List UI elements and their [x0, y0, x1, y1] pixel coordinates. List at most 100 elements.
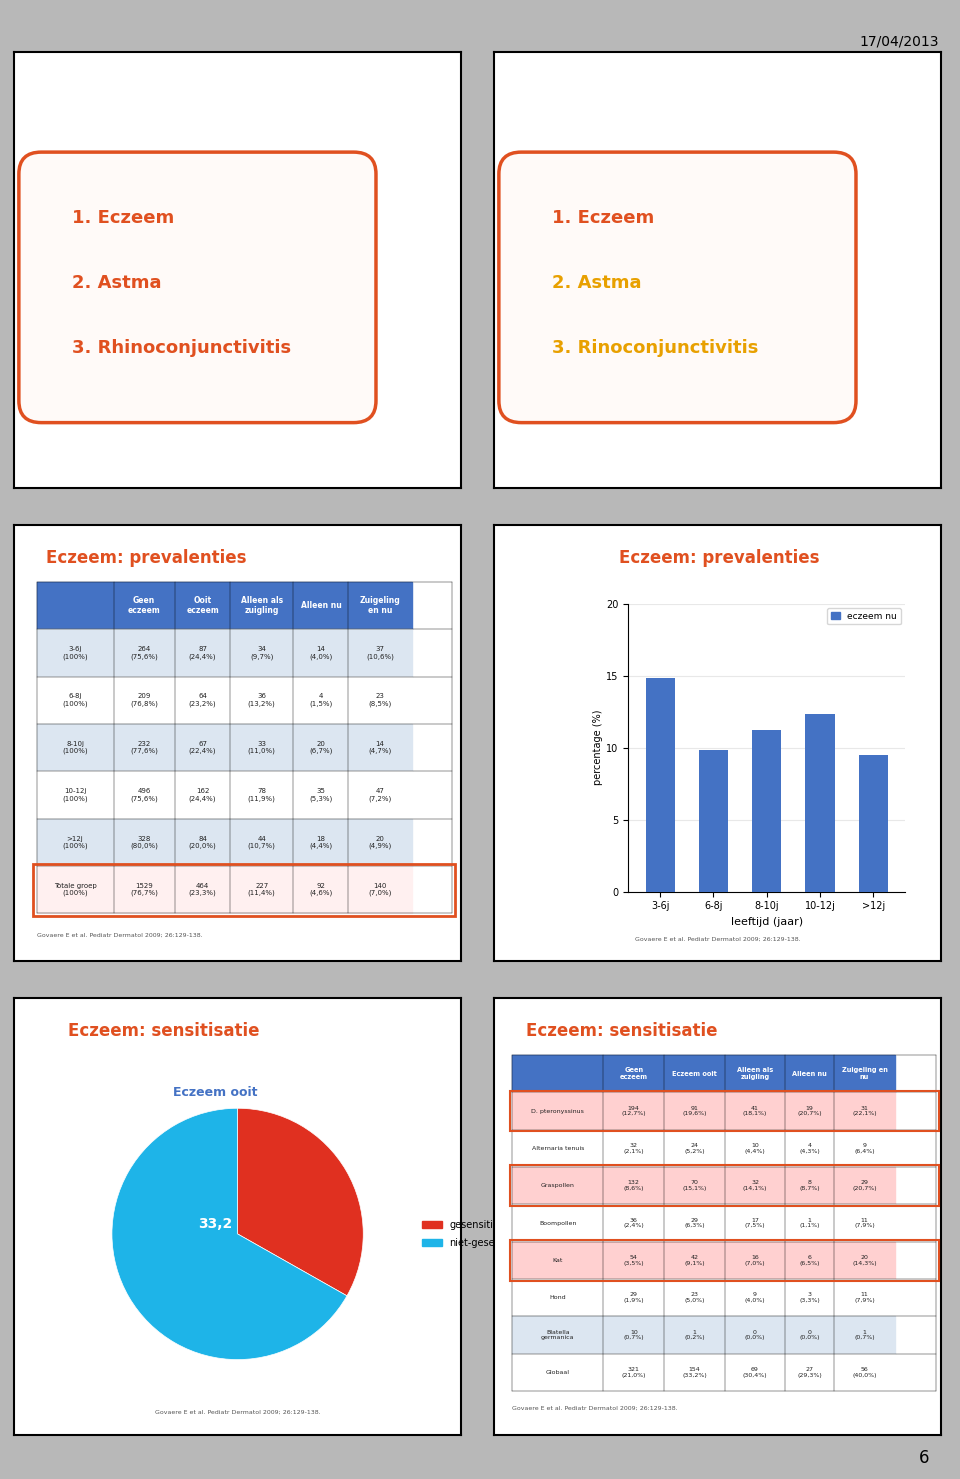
Text: 47
(7,2%): 47 (7,2%) [369, 788, 392, 802]
Text: Alternaria tenuis: Alternaria tenuis [532, 1146, 584, 1151]
Bar [664, 1130, 725, 1167]
Bar [725, 1279, 785, 1316]
Wedge shape [237, 1108, 363, 1296]
Text: 154
(33,2%): 154 (33,2%) [682, 1367, 707, 1378]
Text: 6-8j
(100%): 6-8j (100%) [62, 694, 88, 707]
Text: D. pteronyssinus: D. pteronyssinus [532, 1109, 585, 1114]
Bar [36, 581, 113, 629]
Text: 34
(9,7%): 34 (9,7%) [250, 646, 274, 660]
Text: 10-12j
(100%): 10-12j (100%) [62, 788, 88, 802]
Text: 0
(0,0%): 0 (0,0%) [745, 1330, 765, 1340]
Bar [664, 1279, 725, 1316]
Bar [113, 818, 175, 867]
Text: 6: 6 [919, 1449, 929, 1467]
Bar [513, 1353, 604, 1390]
Bar [664, 1316, 725, 1353]
Bar [785, 1055, 834, 1093]
Bar [785, 1242, 834, 1279]
Bar [604, 1130, 664, 1167]
Bar [664, 1167, 725, 1204]
Text: 27
(29,3%): 27 (29,3%) [798, 1367, 822, 1378]
Text: 32
(2,1%): 32 (2,1%) [623, 1143, 644, 1154]
Bar [175, 581, 230, 629]
Bar [348, 723, 412, 771]
Bar [348, 629, 412, 676]
Text: Geen
eczeem: Geen eczeem [128, 596, 160, 615]
Bar [785, 1093, 834, 1130]
Text: 35
(5,3%): 35 (5,3%) [309, 788, 332, 802]
Bar [510, 1239, 939, 1281]
Text: 3-6j
(100%): 3-6j (100%) [62, 646, 88, 660]
Bar [36, 771, 113, 818]
Text: 87
(24,4%): 87 (24,4%) [189, 646, 216, 660]
Text: 31
(22,1%): 31 (22,1%) [852, 1106, 876, 1117]
Text: 56
(40,0%): 56 (40,0%) [852, 1367, 876, 1378]
Bar [785, 1167, 834, 1204]
Text: 78
(11,9%): 78 (11,9%) [248, 788, 276, 802]
Text: 17
(7,5%): 17 (7,5%) [745, 1217, 765, 1229]
Text: Geen
eczeem: Geen eczeem [620, 1068, 648, 1080]
Bar [175, 818, 230, 867]
Text: Alleen nu: Alleen nu [300, 600, 341, 609]
Text: Alleen als
zuigling: Alleen als zuigling [241, 596, 283, 615]
Text: 11
(7,9%): 11 (7,9%) [854, 1217, 875, 1229]
Text: Globaal: Globaal [546, 1370, 570, 1375]
Text: 17/04/2013: 17/04/2013 [859, 34, 939, 47]
Text: 70
(15,1%): 70 (15,1%) [683, 1180, 707, 1191]
Bar [834, 1167, 895, 1204]
Text: 29
(20,7%): 29 (20,7%) [852, 1180, 876, 1191]
Text: Boompollen: Boompollen [540, 1220, 577, 1226]
Text: 9
(4,0%): 9 (4,0%) [745, 1293, 765, 1303]
Text: 1. Eczeem: 1. Eczeem [72, 209, 175, 226]
Bar [513, 1279, 604, 1316]
Text: 162
(24,4%): 162 (24,4%) [189, 788, 216, 802]
Bar [664, 1242, 725, 1279]
Text: 227
(11,4%): 227 (11,4%) [248, 883, 276, 896]
Text: 69
(30,4%): 69 (30,4%) [743, 1367, 767, 1378]
Text: 10
(0,7%): 10 (0,7%) [623, 1330, 644, 1340]
Text: Eczeem ooit: Eczeem ooit [173, 1086, 257, 1099]
Bar [646, 679, 675, 892]
Bar [834, 1055, 895, 1093]
Text: 209
(76,8%): 209 (76,8%) [131, 694, 158, 707]
Bar [513, 1316, 604, 1353]
Bar [36, 818, 113, 867]
Bar [604, 1316, 664, 1353]
Text: Blatella
germanica: Blatella germanica [541, 1330, 575, 1340]
Text: 64
(23,2%): 64 (23,2%) [189, 694, 216, 707]
Text: 42
(9,1%): 42 (9,1%) [684, 1256, 705, 1266]
Text: 23
(8,5%): 23 (8,5%) [369, 694, 392, 707]
Bar [230, 818, 294, 867]
Text: 33,2: 33,2 [198, 1217, 232, 1231]
Bar [513, 1167, 604, 1204]
Text: 11
(7,9%): 11 (7,9%) [854, 1293, 875, 1303]
Bar [36, 629, 113, 676]
Text: 29
(6,3%): 29 (6,3%) [684, 1217, 705, 1229]
Bar [113, 581, 175, 629]
Bar [175, 629, 230, 676]
Text: 1
(0,2%): 1 (0,2%) [684, 1330, 705, 1340]
Text: 232
(77,6%): 232 (77,6%) [131, 741, 158, 754]
Text: Zuigeling
en nu: Zuigeling en nu [360, 596, 400, 615]
Text: 32
(14,1%): 32 (14,1%) [743, 1180, 767, 1191]
Bar [230, 581, 294, 629]
Text: 54
(3,5%): 54 (3,5%) [623, 1256, 644, 1266]
Bar [175, 771, 230, 818]
Bar [36, 867, 113, 914]
Bar [510, 1090, 939, 1131]
Bar [113, 723, 175, 771]
Bar [513, 1242, 604, 1279]
Bar [348, 818, 412, 867]
Bar [348, 867, 412, 914]
Text: 8-10j
(100%): 8-10j (100%) [62, 741, 88, 754]
Bar [725, 1204, 785, 1242]
Bar [834, 1242, 895, 1279]
Text: Alleen nu: Alleen nu [792, 1071, 828, 1077]
Bar [510, 1165, 939, 1205]
Text: 10
(4,4%): 10 (4,4%) [745, 1143, 765, 1154]
Bar [725, 1316, 785, 1353]
Text: 19
(20,7%): 19 (20,7%) [798, 1106, 822, 1117]
Bar [604, 1204, 664, 1242]
Text: 8
(8,7%): 8 (8,7%) [800, 1180, 820, 1191]
Text: 6
(6,5%): 6 (6,5%) [800, 1256, 820, 1266]
